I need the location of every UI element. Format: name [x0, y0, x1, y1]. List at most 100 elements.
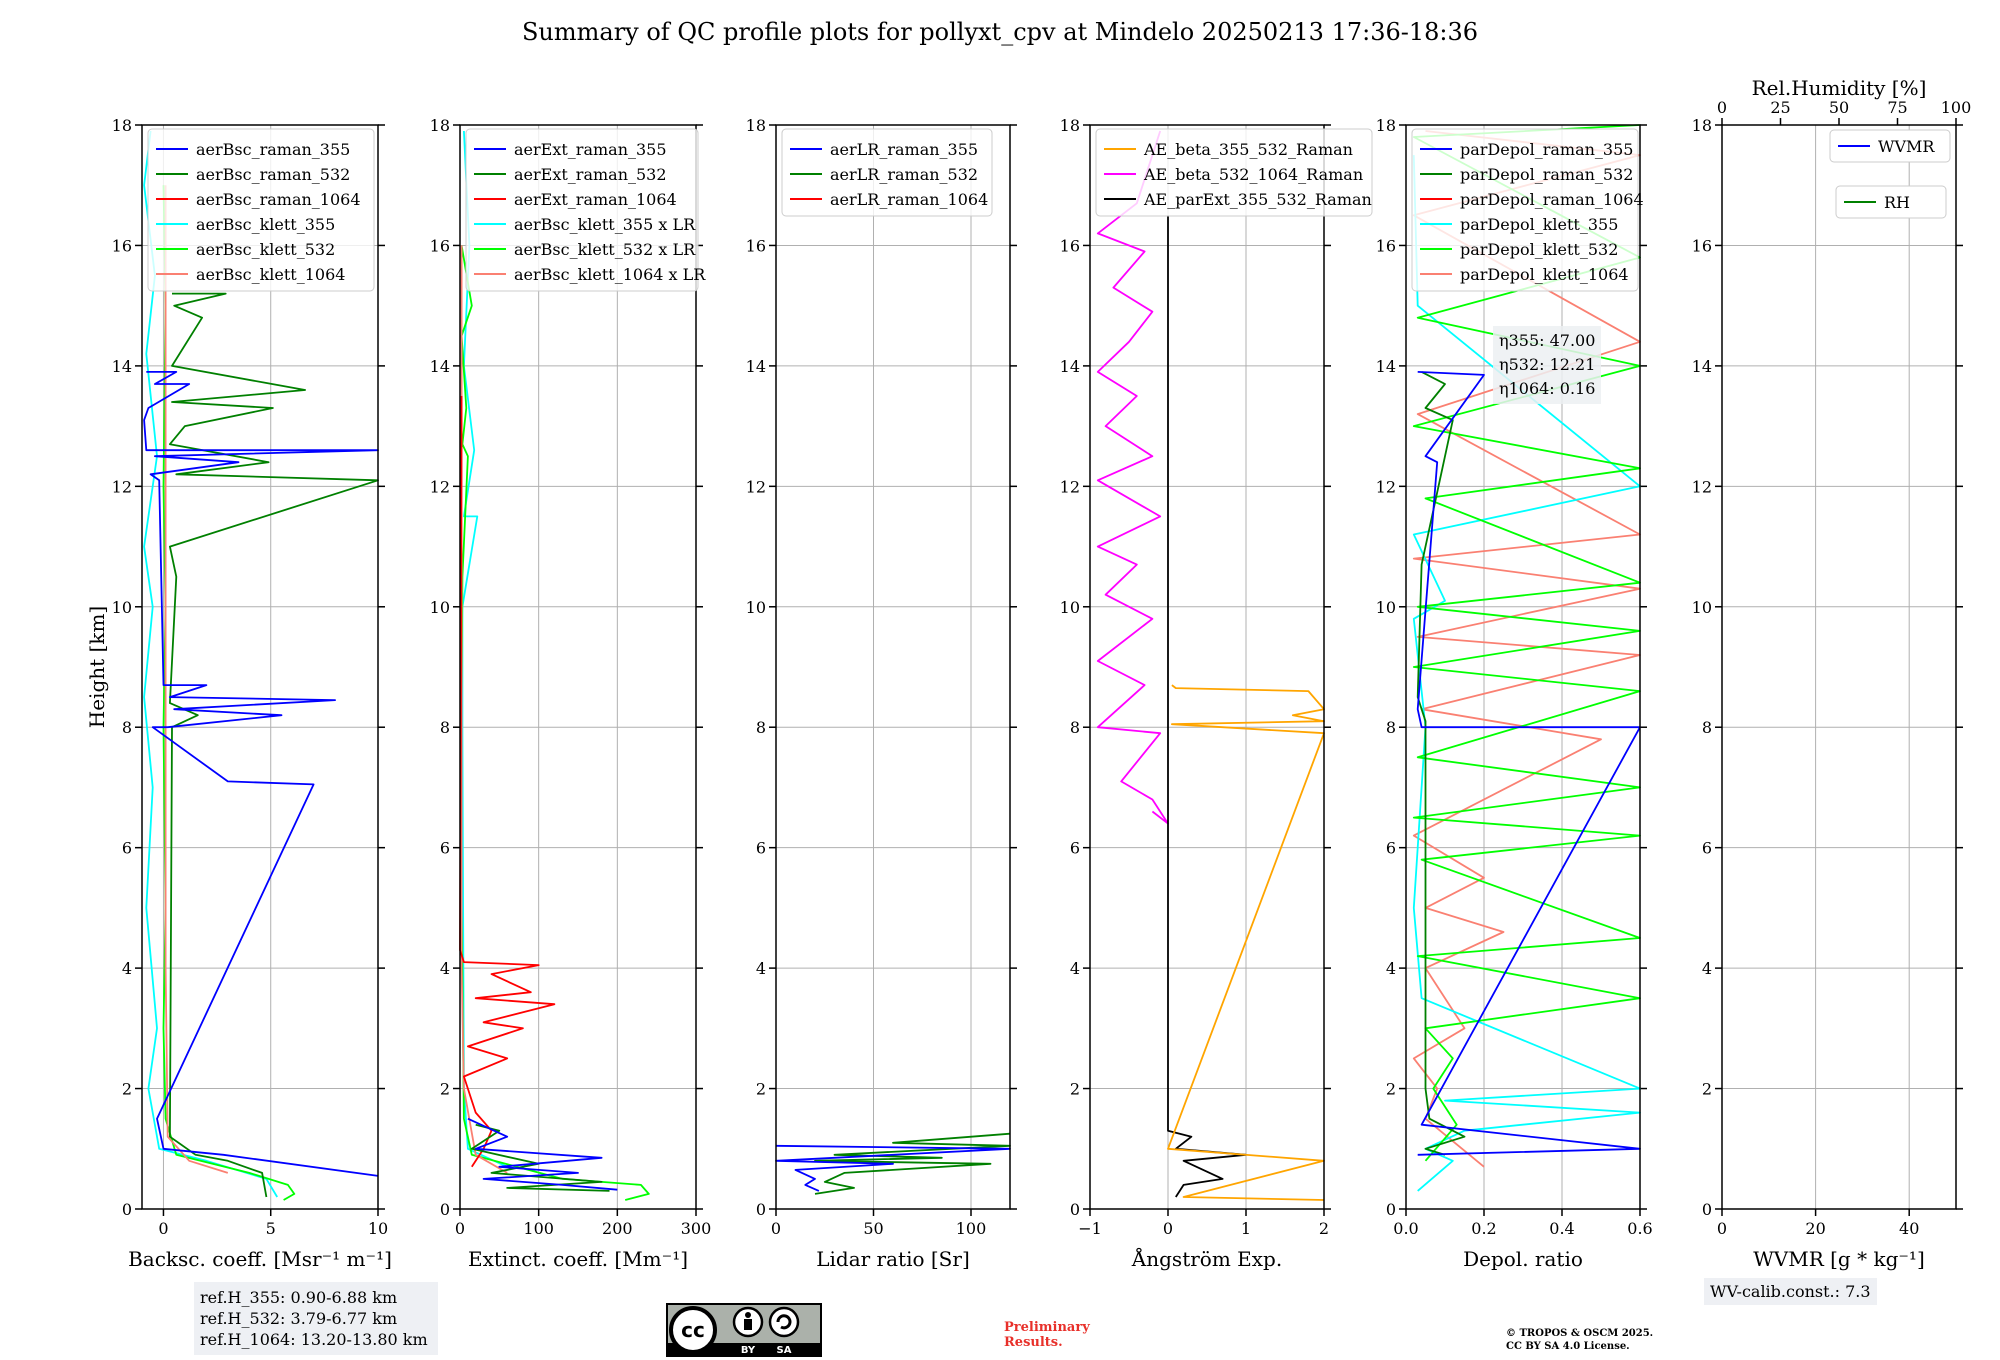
y-tick-label: 8: [1386, 718, 1396, 737]
y-tick-label: 14: [746, 357, 766, 376]
eta-355: η355: 47.00: [1499, 331, 1596, 350]
copyright-line-1: © TROPOS & OSCM 2025.: [1506, 1328, 1654, 1339]
preliminary-note: Preliminary Results.: [1004, 1320, 1090, 1350]
y-tick-label: 16: [112, 236, 132, 255]
legend-label: aerBsc_klett_1064 x LR: [514, 265, 706, 284]
legend-label: aerExt_raman_355: [514, 140, 667, 159]
by-person-body: [744, 1319, 752, 1330]
wv-calibration-box: WV-calib.const.: 7.3: [1704, 1278, 1877, 1305]
series-line-aerLR_raman_532: [814, 1132, 1011, 1195]
legend-box: [1411, 128, 1639, 292]
y-tick-label: 14: [112, 357, 132, 376]
y-tick-label: 8: [122, 718, 132, 737]
series-line-aerBsc_raman_532: [168, 292, 379, 1198]
series-line-parDepol_raman_355: [1416, 371, 1641, 1156]
panel-frame: [459, 124, 697, 1210]
legend-label: aerExt_raman_532: [514, 165, 667, 184]
top-tick-label: 0: [1717, 98, 1727, 117]
y-tick-label: 14: [1060, 357, 1080, 376]
x-tick-label: 2: [1319, 1219, 1329, 1238]
legend-box: [1835, 185, 1947, 219]
series-line-AE_beta_532_1064_Raman: [1096, 130, 1169, 825]
legend-label: aerBsc_klett_355: [196, 215, 335, 234]
y-tick-label: 10: [1692, 598, 1712, 617]
top-tick-label: 25: [1770, 98, 1790, 117]
by-label: BY: [741, 1345, 756, 1356]
y-tick-label: 6: [756, 839, 766, 858]
ref-height-1064: ref.H_1064: 13.20-13.80 km: [200, 1330, 428, 1349]
sa-share-icon: [768, 1306, 800, 1338]
preliminary-line-2: Results.: [1004, 1335, 1063, 1350]
legend-label: aerExt_raman_1064: [514, 190, 677, 209]
legend-label: aerBsc_klett_355 x LR: [514, 215, 696, 234]
y-axis-label: Height [km]: [85, 606, 109, 728]
legend-label: parDepol_klett_1064: [1460, 265, 1629, 284]
legend-label: aerLR_raman_532: [830, 165, 978, 184]
legend-label: aerLR_raman_1064: [830, 190, 988, 209]
legend-label: parDepol_raman_1064: [1460, 190, 1644, 209]
y-tick-label: 12: [112, 477, 132, 496]
y-tick-label: 18: [112, 116, 132, 135]
series-line-parDepol_klett_532: [1412, 124, 1641, 1162]
series-line-aerBsc_raman_355: [143, 370, 379, 1177]
x-axis-label: WVMR [g * kg⁻¹]: [1753, 1247, 1925, 1271]
legend-box: [781, 128, 993, 217]
x-tick-label: 50: [863, 1219, 883, 1238]
y-tick-label: 18: [1060, 116, 1080, 135]
x-tick-label: 5: [266, 1219, 276, 1238]
legend-label: WVMR: [1878, 137, 1935, 156]
x-tick-label: 10: [368, 1219, 388, 1238]
y-tick-label: 4: [1386, 959, 1396, 978]
legend-box: [147, 128, 375, 292]
reference-height-box: ref.H_355: 0.90-6.88 km ref.H_532: 3.79-…: [194, 1282, 438, 1355]
legend-label: AE_beta_355_532_Raman: [1143, 140, 1353, 159]
y-tick-label: 2: [756, 1080, 766, 1099]
legend-label: aerBsc_klett_532 x LR: [514, 240, 696, 259]
y-tick-label: 2: [1702, 1080, 1712, 1099]
series-line-aerLR_raman_355: [775, 1144, 1011, 1192]
legend-box: [1095, 128, 1373, 217]
series-line-parDepol_klett_355: [1412, 155, 1641, 1192]
y-tick-label: 18: [1692, 116, 1712, 135]
legend-box: [1829, 129, 1951, 163]
y-tick-label: 14: [430, 357, 450, 376]
y-tick-label: 10: [112, 598, 132, 617]
y-tick-label: 0: [1070, 1200, 1080, 1219]
y-tick-label: 8: [440, 718, 450, 737]
y-tick-label: 2: [1070, 1080, 1080, 1099]
legend-label: aerBsc_klett_532: [196, 240, 335, 259]
series-line-parDepol_raman_532: [1416, 371, 1466, 1156]
x-tick-label: 0.6: [1627, 1219, 1652, 1238]
y-tick-label: 8: [756, 718, 766, 737]
x-tick-label: 0.4: [1549, 1219, 1574, 1238]
series-line-aerBsc_klett_1064: [164, 185, 229, 1174]
x-tick-label: 0: [158, 1219, 168, 1238]
cc-circle-icon: [669, 1306, 717, 1354]
y-tick-label: 18: [746, 116, 766, 135]
panel-frame: [775, 124, 1011, 1210]
series-line-aerExt_raman_532: [470, 1123, 610, 1192]
x-tick-label: −1: [1078, 1219, 1102, 1238]
y-tick-label: 16: [1060, 236, 1080, 255]
y-tick-label: 0: [122, 1200, 132, 1219]
copyright-line-2: CC BY SA 4.0 License.: [1506, 1341, 1630, 1352]
y-tick-label: 16: [1692, 236, 1712, 255]
y-tick-label: 2: [122, 1080, 132, 1099]
y-tick-label: 6: [1702, 839, 1712, 858]
y-tick-label: 10: [746, 598, 766, 617]
legend-label: parDepol_raman_355: [1460, 140, 1633, 159]
panel-frame: [141, 124, 379, 1210]
x-axis-label: Backsc. coeff. [Msr⁻¹ m⁻¹]: [128, 1247, 392, 1271]
legend-label: aerBsc_raman_1064: [196, 190, 361, 209]
y-tick-label: 12: [1376, 477, 1396, 496]
sa-arrow-icon: [776, 1314, 792, 1330]
y-tick-label: 10: [430, 598, 450, 617]
x-tick-label: 100: [956, 1219, 987, 1238]
y-tick-label: 2: [440, 1080, 450, 1099]
y-tick-label: 0: [756, 1200, 766, 1219]
legend-label: aerBsc_raman_355: [196, 140, 350, 159]
series-line-aerExt_raman_355: [467, 1117, 618, 1191]
y-tick-label: 12: [1692, 477, 1712, 496]
x-tick-label: 0: [455, 1219, 465, 1238]
